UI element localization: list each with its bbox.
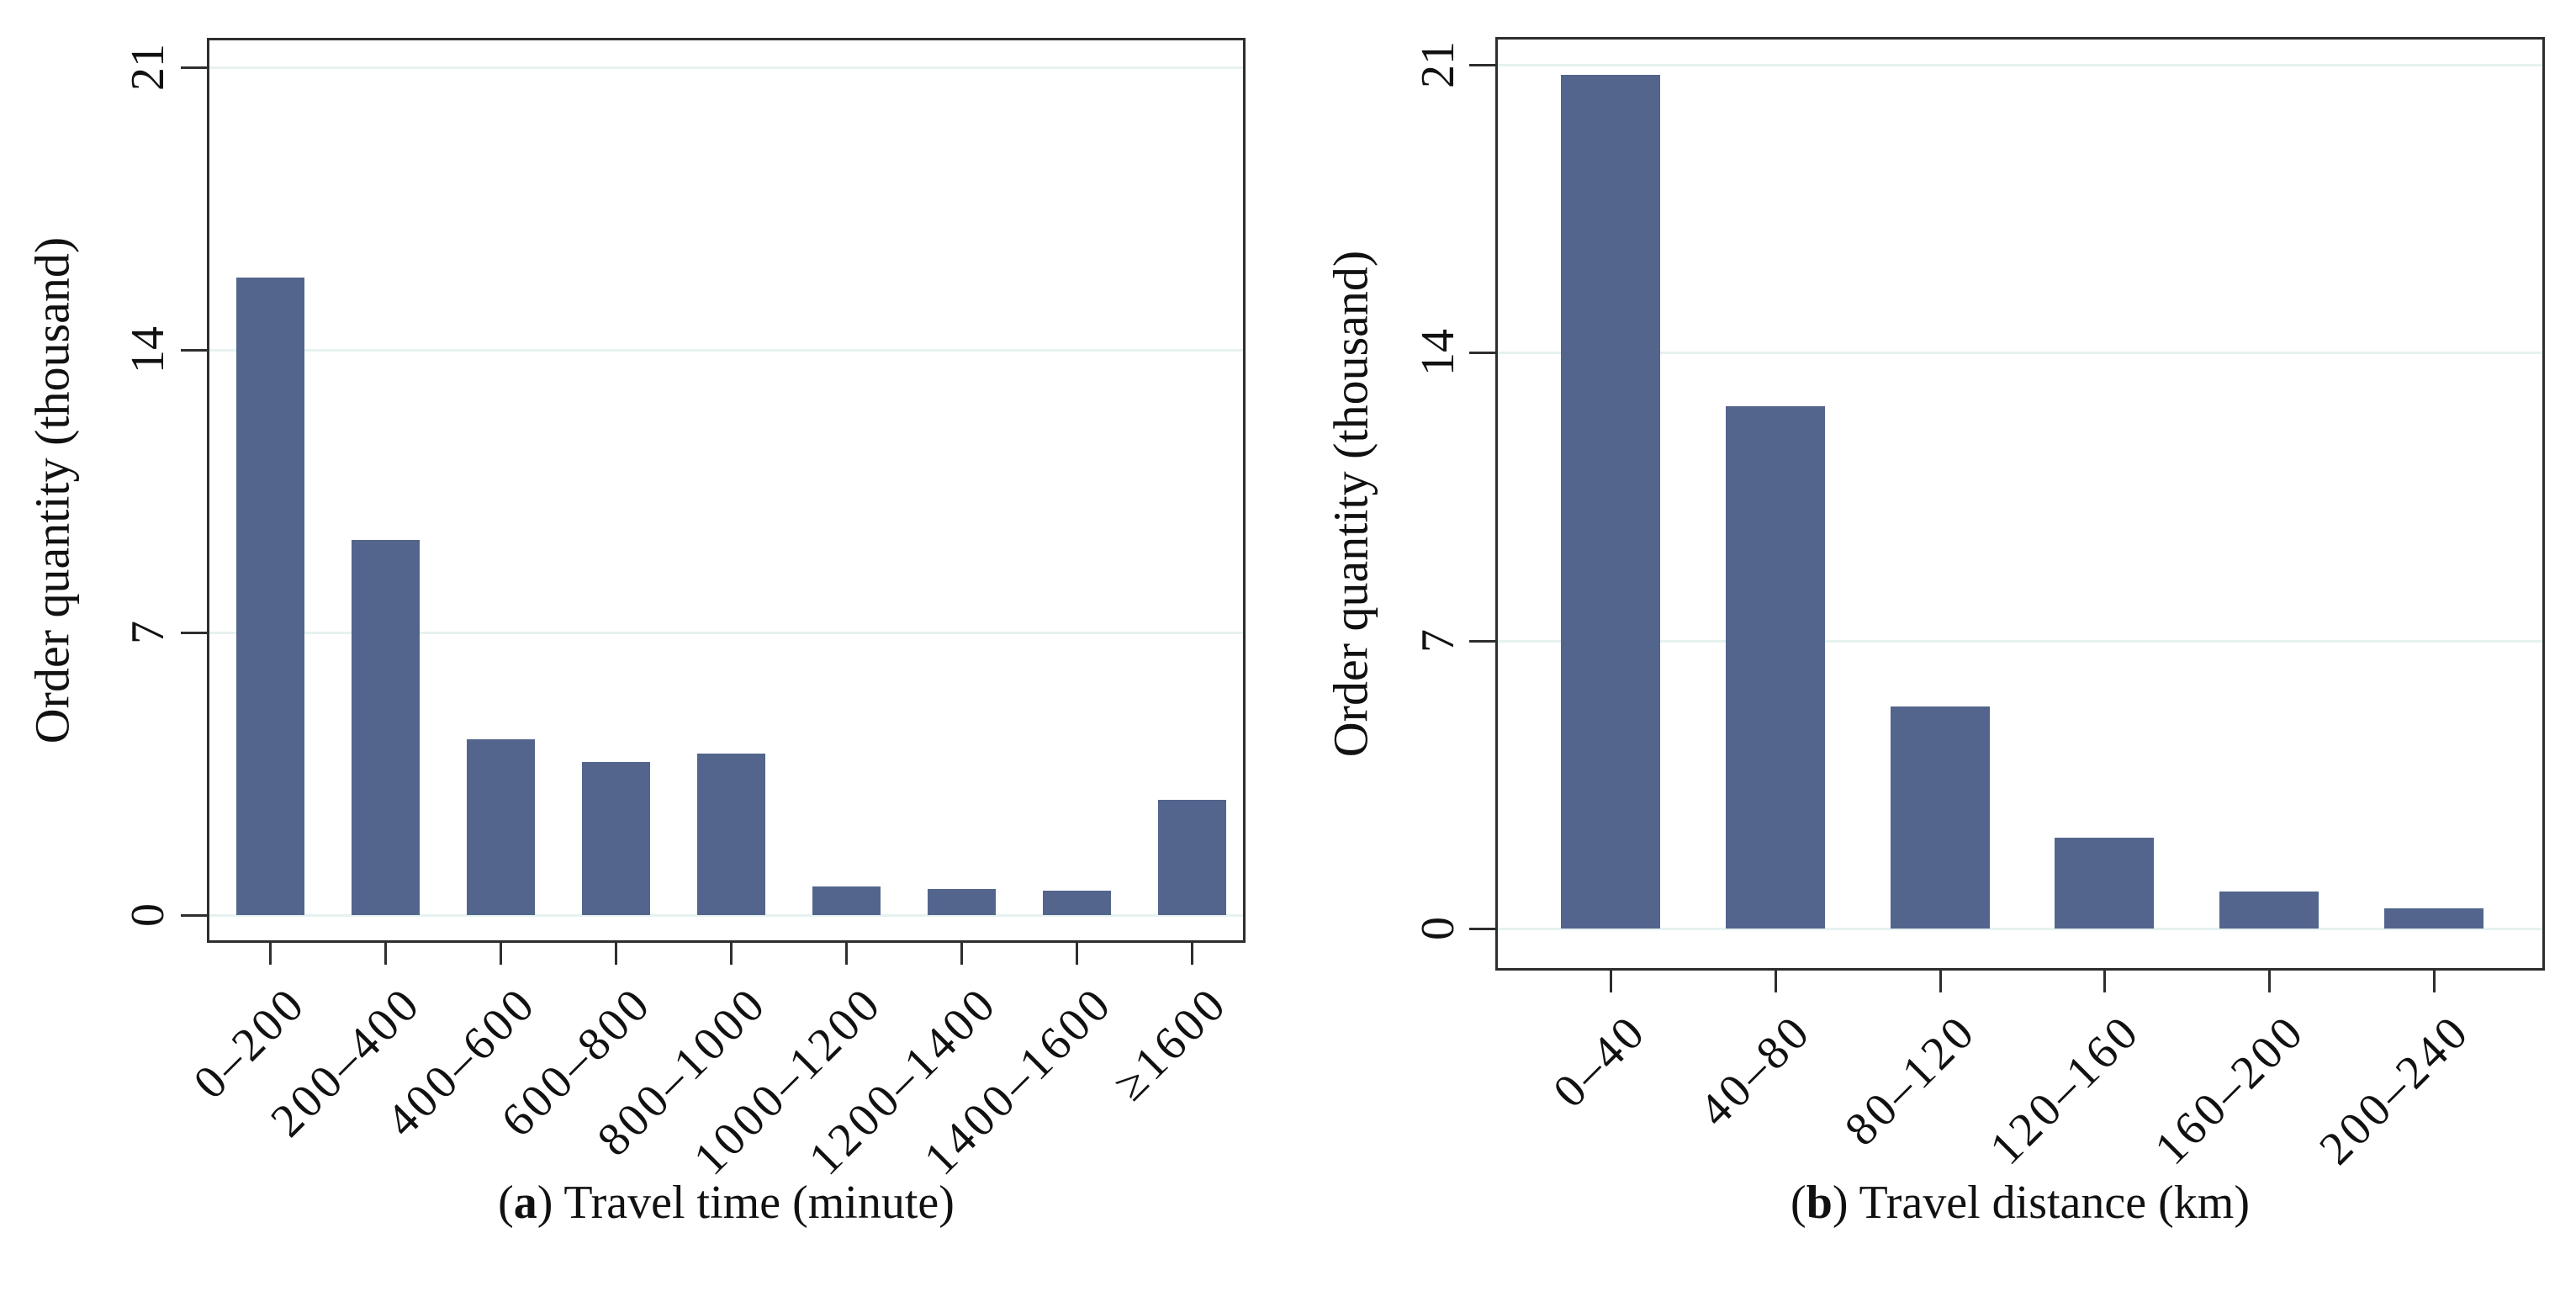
x-tick-label: 160–200 xyxy=(2145,1004,2315,1175)
x-tick-1200–1400 xyxy=(960,943,963,965)
y-tick-label: 0 xyxy=(1412,917,1464,940)
x-tick-200–400 xyxy=(384,943,387,965)
x-tick-80–120 xyxy=(1939,971,1942,992)
y-tick-0 xyxy=(1469,928,1495,930)
y-tick-label: 21 xyxy=(1412,41,1464,88)
x-tick-0–40 xyxy=(1610,971,1612,992)
y-tick-7 xyxy=(1469,640,1495,643)
bar-0–40 xyxy=(1561,75,1660,929)
caption-letter: b xyxy=(1806,1177,1833,1229)
bar-120–160 xyxy=(2055,838,2154,929)
bar-400–600 xyxy=(467,739,535,915)
gridline-y0 xyxy=(1498,928,2542,930)
x-tick-40–80 xyxy=(1775,971,1777,992)
y-tick-0 xyxy=(181,914,207,917)
x-tick-800–1000 xyxy=(730,943,733,965)
y-tick-7 xyxy=(181,632,207,634)
caption-text: ) Travel time (minute) xyxy=(537,1177,955,1229)
caption-letter: a xyxy=(513,1177,537,1229)
bar-600–800 xyxy=(582,762,650,915)
plot-frame-b xyxy=(1495,37,2545,971)
y-tick-label: 14 xyxy=(1412,329,1464,376)
gridline-y21 xyxy=(1498,64,2542,66)
bar-0–200 xyxy=(236,278,304,915)
x-tick-160–200 xyxy=(2268,971,2271,992)
gridline-y14 xyxy=(209,349,1243,352)
x-tick-label: 40–80 xyxy=(1689,1004,1822,1137)
gridline-y7 xyxy=(209,632,1243,634)
y-tick-14 xyxy=(181,349,207,352)
y-axis-title: Order quantity (thousand) xyxy=(24,236,80,744)
bar-≥1600 xyxy=(1158,800,1226,915)
y-tick-21 xyxy=(181,66,207,69)
caption-text: ) Travel distance (km) xyxy=(1832,1177,2250,1229)
x-tick-label: 0–40 xyxy=(1543,1004,1657,1119)
gridline-y7 xyxy=(1498,640,2542,643)
x-tick-200–240 xyxy=(2433,971,2436,992)
caption-paren-open: ( xyxy=(498,1177,514,1229)
x-tick-120–160 xyxy=(2103,971,2106,992)
bar-1400–1600 xyxy=(1043,891,1111,915)
y-tick-label: 7 xyxy=(1412,629,1464,653)
caption-travel-time: (a) Travel time (minute) xyxy=(207,1176,1246,1230)
y-tick-14 xyxy=(1469,352,1495,354)
bar-800–1000 xyxy=(697,754,765,915)
caption-travel-distance: (b) Travel distance (km) xyxy=(1495,1176,2545,1230)
x-tick-400–600 xyxy=(500,943,502,965)
y-tick-21 xyxy=(1469,64,1495,66)
x-tick-600–800 xyxy=(615,943,617,965)
x-tick-label: 80–120 xyxy=(1834,1004,1986,1156)
x-tick-label: 120–160 xyxy=(1980,1004,2150,1175)
bar-1200–1400 xyxy=(928,889,996,915)
bar-160–200 xyxy=(2219,892,2319,929)
gridline-y21 xyxy=(209,66,1243,69)
plot-frame-a xyxy=(207,38,1246,943)
caption-paren-open: ( xyxy=(1791,1177,1806,1229)
bar-40–80 xyxy=(1726,406,1825,929)
bar-1000–1200 xyxy=(812,886,881,915)
bar-200–240 xyxy=(2384,908,2483,929)
x-tick-1400–1600 xyxy=(1076,943,1078,965)
bar-80–120 xyxy=(1891,706,1990,929)
x-tick-0–200 xyxy=(269,943,272,965)
x-tick-label: 200–240 xyxy=(2309,1004,2480,1175)
bar-200–400 xyxy=(352,540,420,915)
gridline-y14 xyxy=(1498,352,2542,354)
gridline-y0 xyxy=(209,914,1243,917)
x-tick-1000–1200 xyxy=(845,943,848,965)
x-tick-≥1600 xyxy=(1191,943,1193,965)
y-axis-title: Order quantity (thousand) xyxy=(1323,250,1378,758)
